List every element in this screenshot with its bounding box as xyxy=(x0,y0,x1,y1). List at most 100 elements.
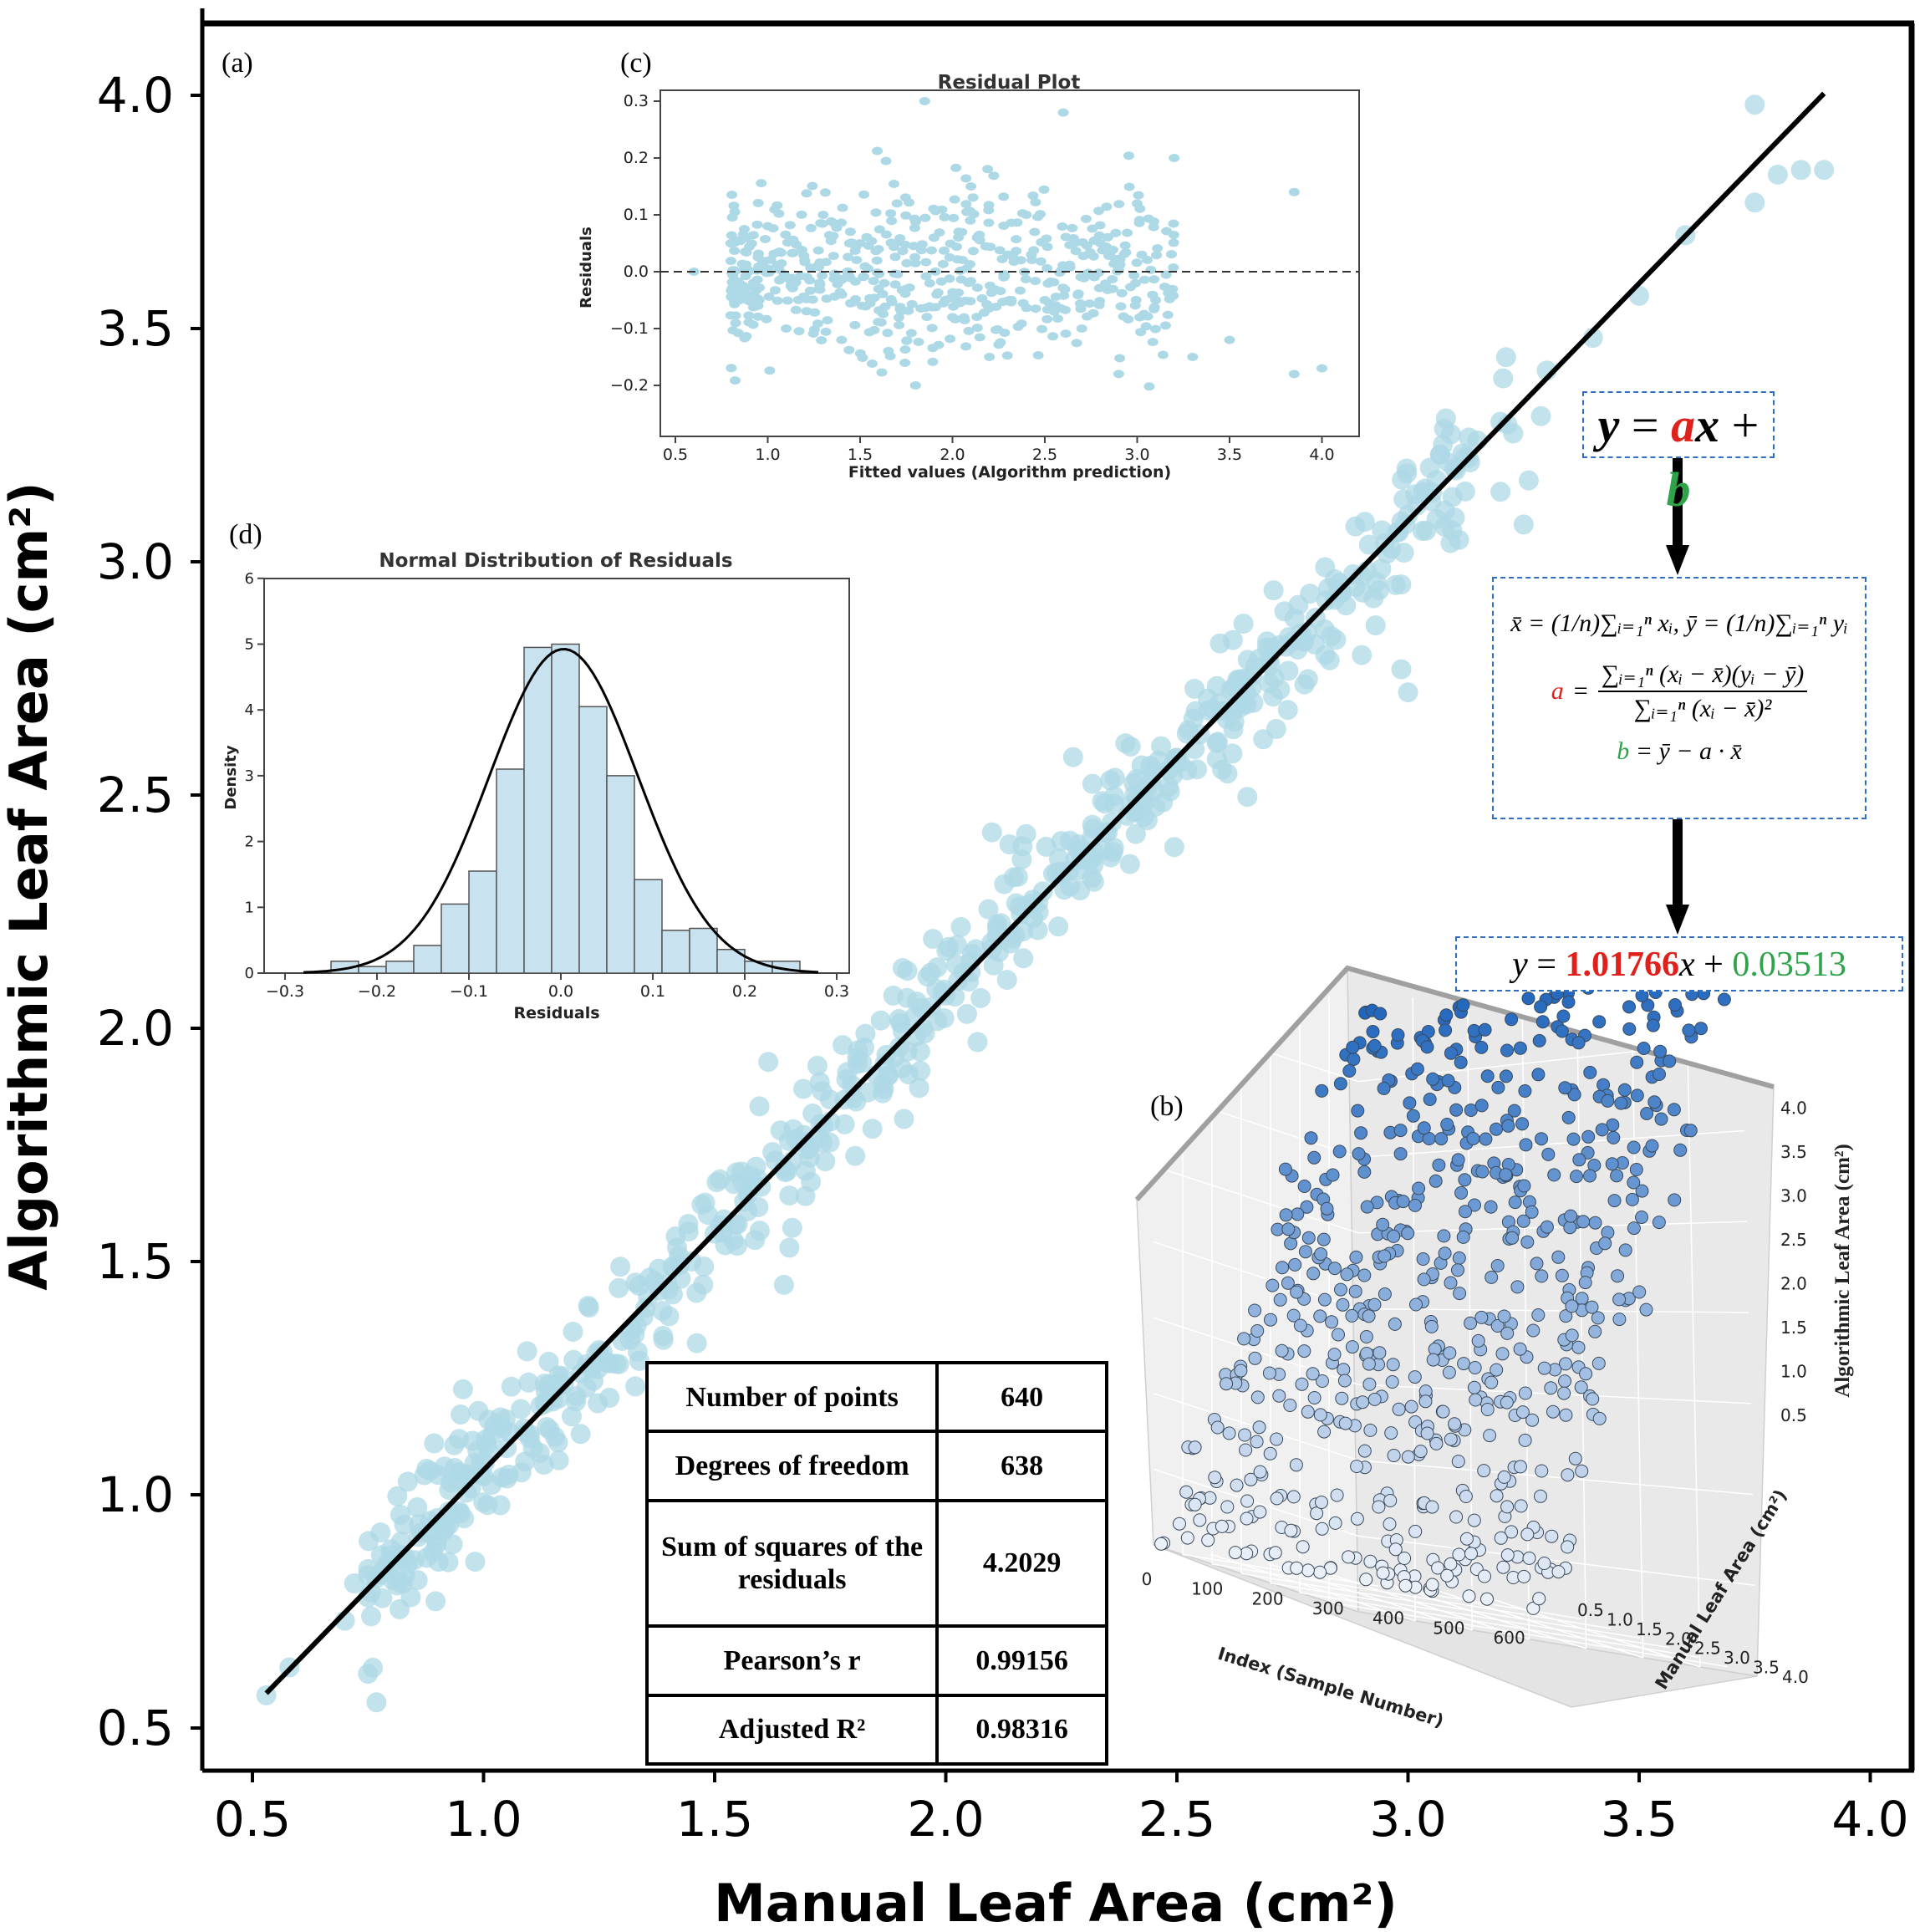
residual-point xyxy=(933,340,945,349)
residual-point xyxy=(885,209,897,218)
residual-point xyxy=(1316,364,1327,373)
main-point xyxy=(1497,414,1518,435)
main-point xyxy=(1495,347,1516,368)
residual-point xyxy=(897,247,909,256)
residual-point xyxy=(732,329,744,338)
residual-point xyxy=(1087,308,1099,318)
residual-point xyxy=(1100,242,1112,251)
residual-point xyxy=(726,278,738,287)
residual-point xyxy=(878,278,890,288)
residual-point xyxy=(1148,303,1160,312)
scatter3d-point xyxy=(1417,1272,1431,1287)
residual-point xyxy=(1015,286,1026,295)
scatter3d-point xyxy=(1578,1276,1592,1290)
scatter3d-point xyxy=(1437,1229,1451,1243)
scatter3d-point xyxy=(1253,1465,1267,1479)
main-point xyxy=(1513,514,1534,535)
scatter3d-point xyxy=(1234,1364,1248,1378)
residual-point xyxy=(1113,370,1124,379)
scatter3d-point xyxy=(1154,1537,1169,1551)
scatter3d-point xyxy=(1316,1232,1331,1246)
main-point xyxy=(812,1132,833,1153)
scatter3d-point xyxy=(1413,1445,1428,1459)
residual-point xyxy=(822,316,833,325)
scatter3d-point xyxy=(1534,1000,1548,1014)
scatter3d-point xyxy=(1432,1158,1446,1172)
scatter3d-z-tick-label: 1.0 xyxy=(1780,1362,1807,1382)
residual-point xyxy=(844,227,856,237)
residual-point xyxy=(882,329,894,338)
grid-line xyxy=(1153,1317,1751,1404)
scatter3d-point xyxy=(1250,1435,1264,1449)
main-y-tick-label: 1.0 xyxy=(97,1466,174,1523)
residual-point xyxy=(893,313,904,322)
scatter3d-point xyxy=(1601,1093,1615,1108)
residual-point xyxy=(958,313,970,322)
main-point xyxy=(1133,788,1154,808)
scatter3d-point xyxy=(1607,1194,1622,1208)
scatter3d-point xyxy=(1244,1472,1258,1486)
scatter3d-point xyxy=(1440,1568,1454,1583)
scatter3d-point xyxy=(1517,1569,1531,1583)
scatter3d-point xyxy=(1483,1429,1497,1443)
scatter3d-point xyxy=(1535,1132,1548,1146)
residual-point xyxy=(809,308,821,317)
slope-lhs: a xyxy=(1551,677,1564,705)
main-point xyxy=(1371,558,1392,579)
main-point xyxy=(1062,747,1083,767)
residual-point xyxy=(967,193,979,202)
scatter3d-point xyxy=(1383,1517,1397,1532)
residual-point xyxy=(1011,247,1022,256)
main-point xyxy=(693,1274,714,1295)
scatter3d-point xyxy=(1561,1110,1576,1124)
scatter3d-point xyxy=(1314,1247,1328,1261)
residual-point xyxy=(1168,291,1179,300)
residual-point xyxy=(1122,228,1133,237)
scatter3d-point xyxy=(1408,1198,1422,1212)
residual-point xyxy=(739,225,750,234)
scatter3d-y-tick-label: 2.5 xyxy=(1694,1639,1721,1659)
main-point xyxy=(1012,836,1033,857)
residual-point xyxy=(1035,257,1047,266)
main-point xyxy=(819,1089,840,1110)
scatter3d-point xyxy=(1456,998,1470,1012)
scatter3d-point xyxy=(1417,1121,1431,1135)
residual-point xyxy=(920,257,932,267)
scatter3d-point xyxy=(1555,1024,1569,1038)
residual-point xyxy=(976,293,988,303)
histogram-bar xyxy=(523,646,553,974)
residual-point xyxy=(1151,251,1163,260)
grid-line xyxy=(1324,1572,1530,1640)
residual-point xyxy=(1136,250,1148,259)
residual-point xyxy=(1060,329,1072,339)
residual-point xyxy=(805,223,817,232)
residual-point xyxy=(993,340,1005,349)
residual-point xyxy=(1050,293,1062,301)
residual-point xyxy=(728,292,740,300)
residual-point xyxy=(1288,370,1300,379)
scatter3d-point xyxy=(1575,1464,1589,1478)
histogram-bar xyxy=(578,706,608,974)
stats-row: Sum of squares of the residuals 4.2029 xyxy=(644,1498,1108,1629)
scatter3d-point xyxy=(1423,1093,1437,1106)
residual-point xyxy=(741,260,751,269)
residual-point xyxy=(858,273,869,281)
main-point xyxy=(1222,743,1243,764)
scatter3d-point xyxy=(1359,1573,1373,1587)
scatter3d-point xyxy=(1499,1168,1513,1182)
stats-value: 0.98316 xyxy=(935,1693,1108,1766)
scatter3d-point xyxy=(1497,1309,1511,1323)
scatter3d-point xyxy=(1513,1041,1527,1055)
scatter3d-point xyxy=(1491,1080,1505,1094)
scatter3d-point xyxy=(1627,1221,1641,1236)
residual-point xyxy=(927,357,939,366)
main-y-tick-label: 0.5 xyxy=(97,1700,174,1756)
residual-point xyxy=(1077,237,1088,247)
residual-point xyxy=(743,318,755,327)
main-point xyxy=(1396,458,1417,479)
scatter3d-point xyxy=(1449,1103,1464,1117)
scatter3d-point xyxy=(1431,1561,1445,1575)
scatter3d-point xyxy=(1230,1478,1244,1492)
scatter3d-point xyxy=(1640,1107,1654,1120)
